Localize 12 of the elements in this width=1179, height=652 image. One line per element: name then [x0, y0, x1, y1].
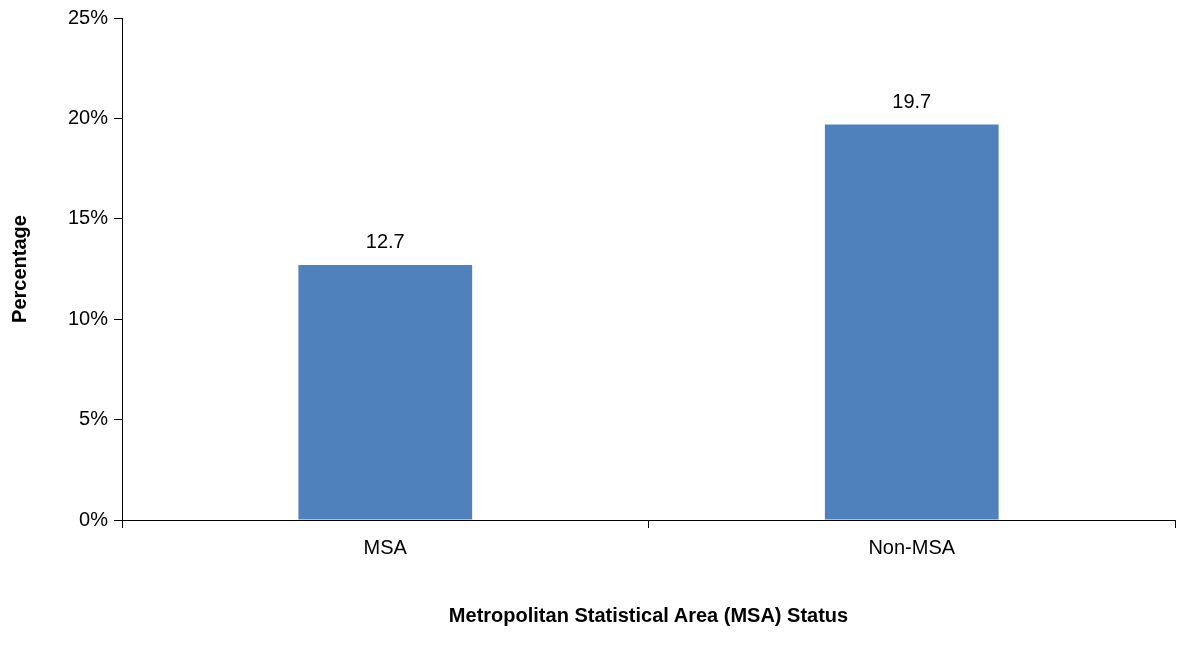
x-axis-title: Metropolitan Statistical Area (MSA) Status	[448, 603, 849, 626]
y-tick-label: 10%	[68, 306, 109, 329]
data-label: 19.7	[892, 89, 932, 112]
data-label: 12.7	[365, 230, 405, 253]
y-tick-label: 5%	[79, 407, 109, 430]
y-tick-label: 25%	[68, 5, 109, 28]
x-tick-label: Non-MSA	[868, 535, 956, 558]
y-tick-label: 20%	[68, 105, 109, 128]
y-tick-label: 0%	[79, 507, 109, 530]
x-tick-label: MSA	[363, 535, 408, 558]
y-tick-label: 15%	[68, 206, 109, 229]
y-axis-title: Percentage	[7, 215, 30, 323]
